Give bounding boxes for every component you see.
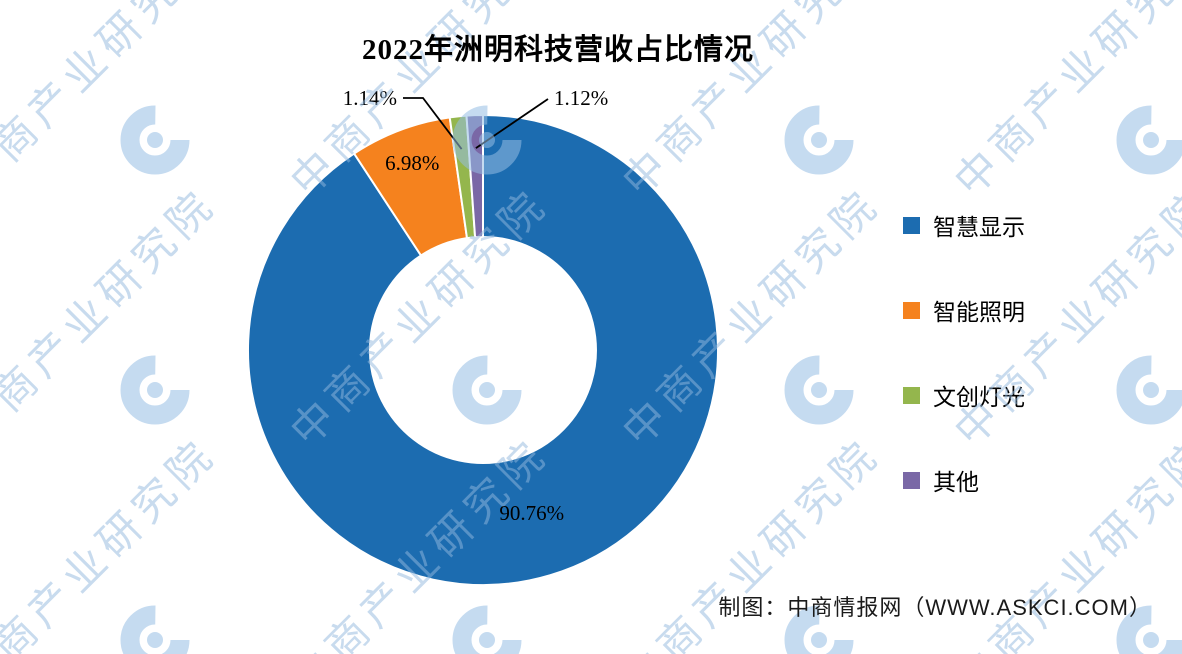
donut-slice-0: [247, 113, 719, 586]
chart-legend: 智慧显示智能照明文创灯光其他: [903, 210, 1025, 550]
legend-swatch-icon: [903, 216, 920, 234]
askci-logo-icon: [1114, 103, 1182, 177]
legend-label: 智能照明: [933, 299, 1025, 325]
slice-label-0: 90.76%: [499, 501, 564, 525]
chart-title: 2022年洲明科技营收占比情况: [361, 34, 755, 66]
legend-item-0: 智慧显示: [903, 210, 1025, 240]
legend-item-2: 文创灯光: [903, 380, 1025, 410]
legend-swatch-icon: [903, 386, 920, 404]
askci-logo-icon: [1114, 353, 1182, 427]
watermark-text: 中商产业研究院: [945, 0, 1182, 206]
legend-swatch-icon: [903, 471, 920, 489]
donut-chart: 90.76% 6.98% 1.14% 1.12%: [247, 86, 719, 586]
credit-line: 制图：中商情报网（WWW.ASKCI.COM）: [718, 595, 1152, 620]
legend-label: 文创灯光: [933, 384, 1025, 410]
label-leader-line-2: [403, 97, 463, 150]
legend-item-1: 智能照明: [903, 295, 1025, 325]
slice-label-1: 6.98%: [385, 151, 439, 175]
legend-label: 智慧显示: [933, 214, 1025, 240]
slice-label-2: 1.14%: [343, 86, 397, 110]
legend-label: 其他: [933, 469, 979, 495]
slice-label-3: 1.12%: [554, 86, 608, 110]
legend-item-3: 其他: [903, 465, 1025, 495]
legend-swatch-icon: [903, 301, 920, 319]
